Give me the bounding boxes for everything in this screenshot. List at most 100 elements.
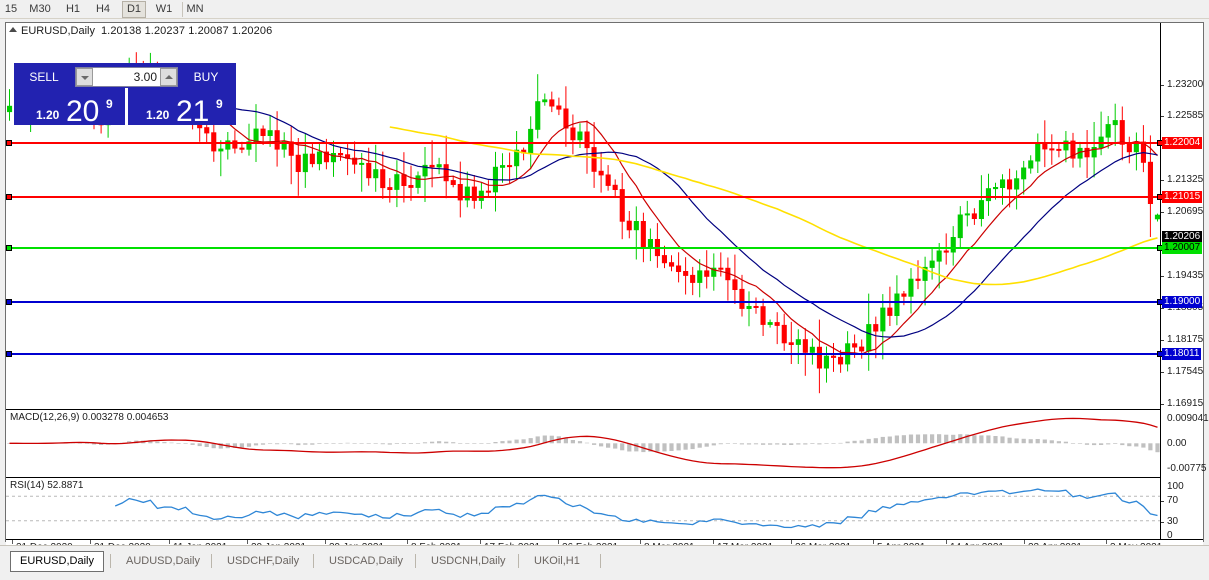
collapse-triangle-icon[interactable] [9,27,17,32]
macd-scale-label: 0.00 [1167,438,1187,449]
tab-separator [110,554,111,568]
price-tick-label: 1.21325 [1167,174,1204,185]
level-line-handle-left[interactable] [6,140,12,146]
rsi-scale-label: 70 [1167,495,1179,506]
price-tick-label: 1.23200 [1167,79,1204,90]
timeframe-button-d1[interactable]: D1 [122,1,146,18]
macd-scale-label: 0.009041 [1167,413,1209,424]
time-tick-mark [791,540,792,544]
time-tick-mark [946,540,947,544]
rsi-tick-mark [1161,501,1164,502]
axis-tick-mark [1161,212,1164,213]
price-tick-label: 1.16915 [1167,398,1204,409]
timeframe-button-h1[interactable]: H1 [65,3,81,15]
chart-symbol-label: EURUSD,Daily [21,25,95,37]
rsi-pane[interactable]: RSI(14) 52.8871 [6,477,1161,539]
volume-increase-button[interactable] [160,68,177,86]
tab-separator [518,554,519,568]
chart-window: EURUSD,Daily 1.20138 1.20237 1.20087 1.20… [5,22,1209,555]
timeframe-button-w1[interactable]: W1 [155,3,173,15]
time-tick-mark [169,540,170,544]
chart-tab-usdchf[interactable]: USDCHF,Daily [227,555,300,567]
time-tick-mark [640,540,641,544]
level-line-resistance-2[interactable] [6,194,1163,200]
level-line-handle-left[interactable] [6,351,12,357]
rsi-indicator [6,488,1161,529]
tab-separator [313,554,314,568]
buy-price-quote[interactable]: 1.20 21 9 [128,90,235,128]
time-tick-mark [1024,540,1025,544]
level-line-handle-left[interactable] [6,194,12,200]
level-line-resistance-1[interactable] [6,140,1163,146]
timeframe-button-h4[interactable]: H4 [95,3,111,15]
axis-tick-mark [1161,308,1164,309]
level-line-handle-left[interactable] [6,245,12,251]
price-level-tag[interactable]: 1.19000 [1162,296,1203,308]
timeframe-button-mn[interactable]: MN [186,3,204,15]
rsi-scale-label: 0 [1167,530,1173,541]
chart-tab-ukoil[interactable]: UKOil,H1 [534,555,580,567]
time-tick-mark [12,540,13,544]
time-tick-mark [1106,540,1107,544]
sell-button[interactable]: SELL [18,67,70,87]
price-level-tag[interactable]: 1.20007 [1162,242,1203,254]
sell-price-prefix: 1.20 [36,108,60,122]
buy-button[interactable]: BUY [180,67,232,87]
time-tick-mark [90,540,91,544]
macd-indicator [7,417,1160,469]
price-level-tag[interactable]: 1.21015 [1162,191,1203,203]
one-click-trading-panel[interactable]: SELL 3.00 BUY 1.20 20 9 1.20 21 9 [14,63,236,128]
price-tick-label: 1.17545 [1167,366,1204,377]
chart-tab-usdcnh[interactable]: USDCNH,Daily [431,555,506,567]
price-level-tag[interactable]: 1.20206 [1162,231,1203,243]
buy-price-big: 21 [176,95,210,128]
sell-price-quote[interactable]: 1.20 20 9 [18,90,125,128]
buy-price-prefix: 1.20 [146,108,170,122]
volume-decrease-button[interactable] [76,68,93,86]
time-tick-mark [480,540,481,544]
volume-value: 3.00 [133,70,157,84]
chart-tab-eurusd[interactable]: EURUSD,Daily [10,551,104,572]
volume-input[interactable]: 3.00 [75,67,178,87]
sell-price-big: 20 [66,95,100,128]
price-axis[interactable]: 1.232001.225851.213251.206951.194351.188… [1160,23,1209,541]
time-tick-mark [873,540,874,544]
chart-header: EURUSD,Daily 1.20138 1.20237 1.20087 1.20… [9,25,272,39]
price-level-tag[interactable]: 1.22004 [1162,137,1203,149]
price-level-tag[interactable]: 1.18011 [1162,348,1202,360]
rsi-scale-label: 30 [1167,516,1179,527]
time-tick-mark [713,540,714,544]
quote-divider [125,88,128,126]
price-tick-label: 1.19435 [1167,270,1204,281]
macd-pane[interactable]: MACD(12,26,9) 0.003278 0.004653 [6,409,1161,474]
chart-tab-audusd[interactable]: AUDUSD,Daily [126,555,200,567]
price-tick-label: 1.18175 [1167,334,1204,345]
tab-separator [600,554,601,568]
level-line-support-2[interactable] [6,351,1163,357]
level-line-handle-left[interactable] [6,299,12,305]
time-tick-mark [325,540,326,544]
axis-tick-mark [1161,404,1164,405]
timeframe-button-m30[interactable]: M30 [29,3,51,15]
toolbar-separator [182,2,183,17]
axis-tick-mark [1161,372,1164,373]
rsi-tick-mark [1161,522,1164,523]
rsi-label: RSI(14) 52.8871 [10,480,84,491]
axis-tick-mark [1161,85,1164,86]
price-tick-label: 1.20695 [1167,206,1204,217]
level-line-support-1[interactable] [6,299,1163,305]
macd-label: MACD(12,26,9) 0.003278 0.004653 [10,412,169,423]
tab-separator [211,554,212,568]
timeframe-button-15[interactable]: 15 [4,3,18,15]
buy-price-pip: 9 [216,97,223,111]
price-tick-label: 1.22585 [1167,110,1204,121]
axis-tick-mark [1161,340,1164,341]
level-line-pivot[interactable] [6,245,1163,251]
time-tick-mark [407,540,408,544]
sell-price-pip: 9 [106,97,113,111]
axis-tick-mark [1161,116,1164,117]
timeframe-toolbar: 15 M30 H1 H4 D1 W1 MN [0,0,1209,19]
chart-tab-usdcad[interactable]: USDCAD,Daily [329,555,403,567]
axis-tick-mark [1161,276,1164,277]
